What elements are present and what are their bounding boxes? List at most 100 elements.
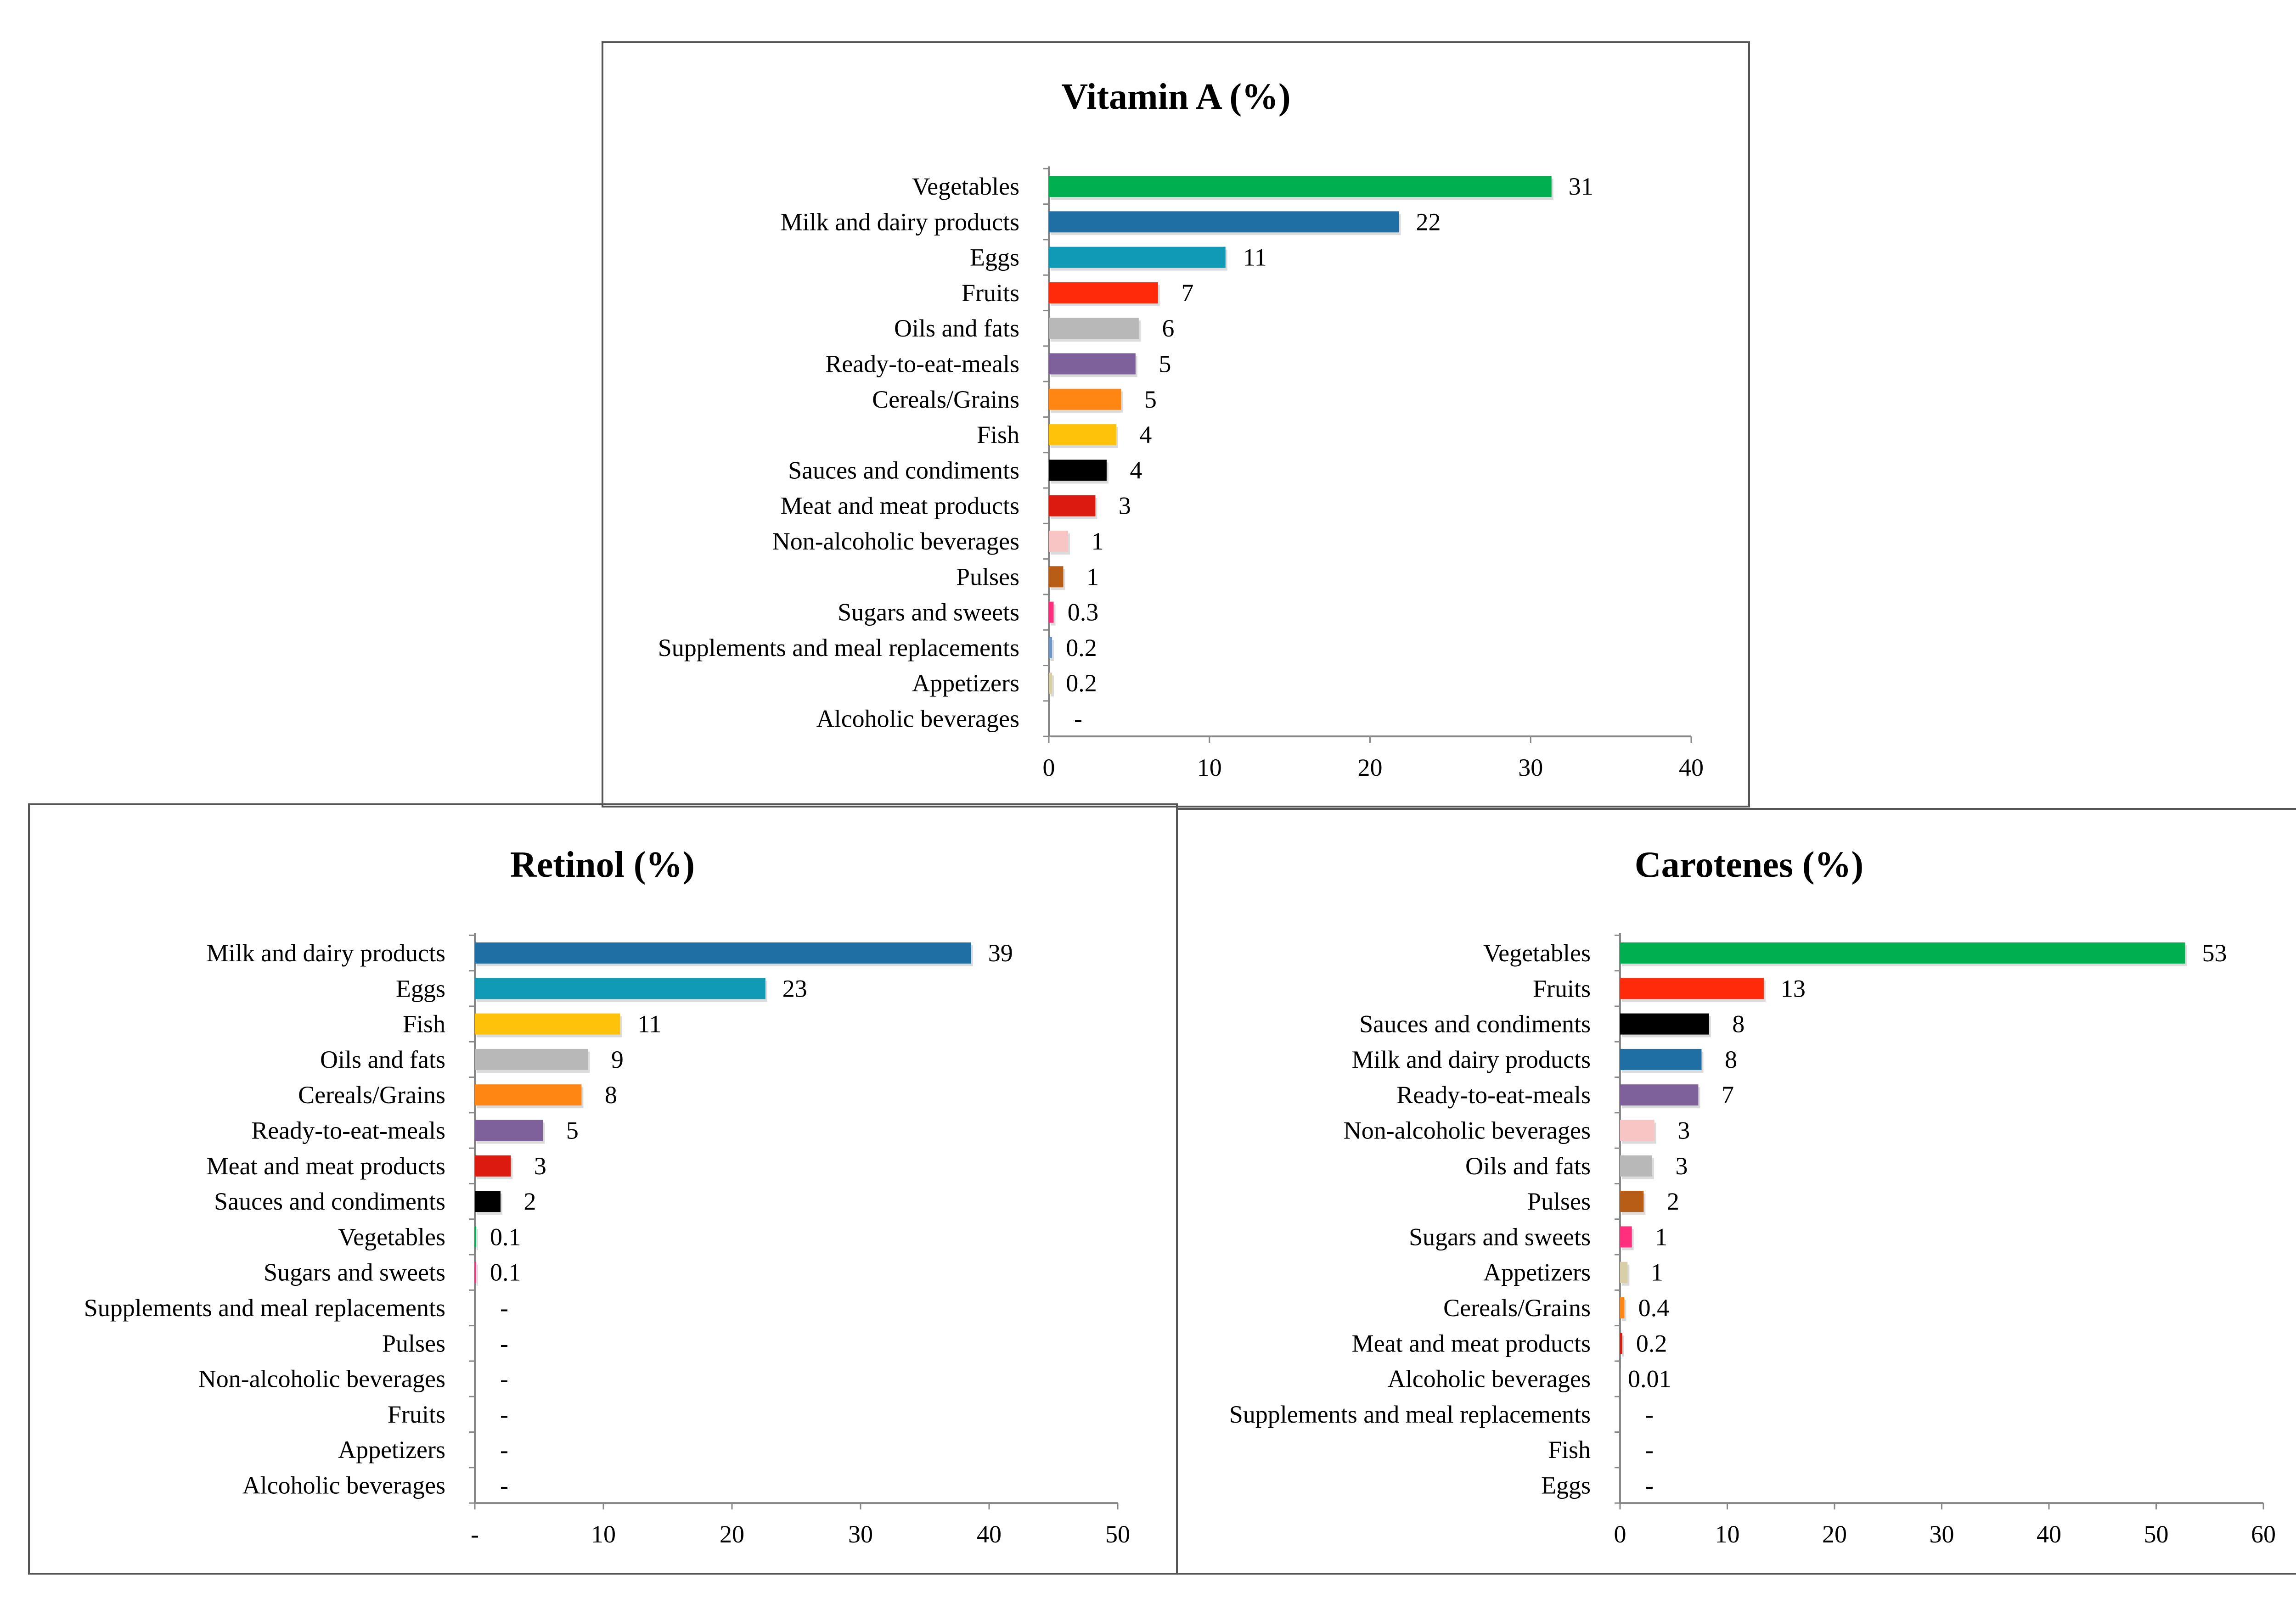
bar [1049, 424, 1116, 446]
bar [1049, 531, 1068, 552]
x-tick-label: 30 [1930, 1520, 1954, 1548]
bar [1620, 1333, 1622, 1354]
bar [1049, 673, 1052, 694]
data-label: 1 [1091, 527, 1103, 555]
x-tick-label: 30 [848, 1520, 873, 1548]
bar [475, 978, 765, 999]
category-label: Vegetables [1483, 939, 1591, 967]
bar-shadow [1051, 639, 1054, 661]
data-label: 8 [605, 1081, 617, 1109]
carotenes-panel [1176, 808, 2296, 1575]
bar [475, 1226, 476, 1248]
category-label: Sugars and sweets [838, 599, 1019, 626]
x-tick-label: 50 [1105, 1520, 1130, 1548]
category-label: Supplements and meal replacements [658, 634, 1019, 662]
data-label: 3 [1119, 492, 1131, 520]
bar [1620, 1013, 1709, 1035]
bar [1049, 637, 1052, 658]
bar [1049, 601, 1054, 623]
data-label: 11 [1243, 244, 1267, 271]
data-label: 8 [1732, 1010, 1745, 1038]
category-label: Cereals/Grains [872, 386, 1019, 413]
category-label: Meat and meat products [1352, 1329, 1591, 1357]
bar [1620, 1191, 1644, 1212]
bar [1049, 388, 1121, 410]
bar [475, 942, 971, 964]
category-label: Pulses [956, 563, 1019, 590]
data-label: 3 [1676, 1152, 1688, 1180]
bar [1620, 1226, 1632, 1248]
data-label: 1 [1086, 563, 1099, 590]
data-label: - [1645, 1436, 1654, 1463]
category-label: Alcoholic beverages [242, 1472, 445, 1499]
x-tick-label: 30 [1518, 754, 1543, 781]
x-tick-label: 10 [1197, 754, 1222, 781]
category-label: Fish [1548, 1436, 1591, 1463]
retinol-panel [28, 803, 1178, 1575]
category-label: Fruits [962, 279, 1019, 307]
category-label: Eggs [396, 975, 445, 1002]
data-label: 0.2 [1066, 634, 1097, 662]
bar [1049, 247, 1226, 268]
data-label: - [1074, 705, 1082, 733]
data-label: 0.2 [1066, 669, 1097, 697]
category-label: Meat and meat products [207, 1152, 445, 1180]
bar [1620, 1049, 1702, 1070]
category-label: Alcoholic beverages [1388, 1365, 1591, 1393]
data-label: 13 [1781, 975, 1806, 1002]
data-label: - [500, 1365, 508, 1393]
data-label: 0.01 [1628, 1365, 1671, 1393]
bar [1049, 211, 1399, 233]
data-label: 7 [1722, 1081, 1734, 1109]
bar [1620, 1155, 1653, 1177]
category-label: Non-alcoholic beverages [198, 1365, 445, 1393]
category-label: Alcoholic beverages [816, 705, 1019, 733]
data-label: - [500, 1472, 508, 1499]
bar [475, 1049, 588, 1070]
bar [1049, 282, 1158, 303]
bar [475, 1084, 582, 1106]
data-label: 53 [2202, 939, 2227, 967]
data-label: 9 [611, 1046, 624, 1073]
bar [1049, 460, 1107, 481]
category-label: Vegetables [338, 1223, 445, 1250]
category-label: Ready-to-eat-meals [251, 1117, 445, 1144]
category-label: Ready-to-eat-meals [1396, 1081, 1591, 1109]
category-label: Cereals/Grains [1443, 1294, 1591, 1322]
category-label: Appetizers [912, 669, 1019, 697]
data-label: 0.2 [1636, 1329, 1667, 1357]
category-label: Oils and fats [320, 1046, 445, 1073]
data-label: 2 [1667, 1188, 1679, 1215]
category-label: Sugars and sweets [264, 1259, 445, 1286]
bar [1049, 353, 1136, 375]
data-label: - [1645, 1401, 1654, 1428]
category-label: Oils and fats [1465, 1152, 1591, 1180]
category-label: Sauces and condiments [788, 456, 1019, 484]
data-label: 6 [1162, 314, 1174, 342]
data-label: 22 [1416, 208, 1441, 235]
category-label: Meat and meat products [781, 492, 1019, 520]
data-label: 23 [782, 975, 807, 1002]
bar [1620, 1297, 1625, 1318]
data-label: 1 [1651, 1259, 1663, 1286]
bar [1049, 566, 1064, 588]
category-label: Pulses [382, 1329, 445, 1357]
data-label: - [500, 1436, 508, 1463]
bar [1620, 1084, 1699, 1106]
bar [475, 1013, 620, 1035]
vitamin-a-panel [602, 41, 1750, 807]
category-label: Supplements and meal replacements [1229, 1401, 1591, 1428]
chart-title: Retinol (%) [510, 845, 695, 885]
category-label: Cereals/Grains [298, 1081, 445, 1109]
category-label: Fruits [1533, 975, 1591, 1002]
data-label: 4 [1130, 456, 1142, 484]
x-tick-label: 20 [720, 1520, 744, 1548]
x-tick-label: 0 [1614, 1520, 1626, 1548]
x-tick-label: 60 [2251, 1520, 2276, 1548]
x-tick-label: 20 [1358, 754, 1383, 781]
bar [1620, 1120, 1654, 1141]
bar [1620, 1262, 1628, 1283]
category-label: Milk and dairy products [207, 939, 445, 967]
data-label: 2 [524, 1188, 536, 1215]
data-label: 5 [566, 1117, 579, 1144]
